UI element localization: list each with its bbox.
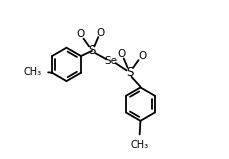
Text: S: S: [88, 44, 95, 57]
Text: CH₃: CH₃: [130, 140, 148, 150]
Text: O: O: [76, 29, 84, 39]
Text: O: O: [96, 28, 104, 38]
Text: O: O: [137, 51, 145, 61]
Text: Se: Se: [104, 56, 117, 66]
Text: O: O: [117, 49, 125, 59]
Text: S: S: [126, 66, 133, 79]
Text: CH₃: CH₃: [24, 67, 42, 77]
